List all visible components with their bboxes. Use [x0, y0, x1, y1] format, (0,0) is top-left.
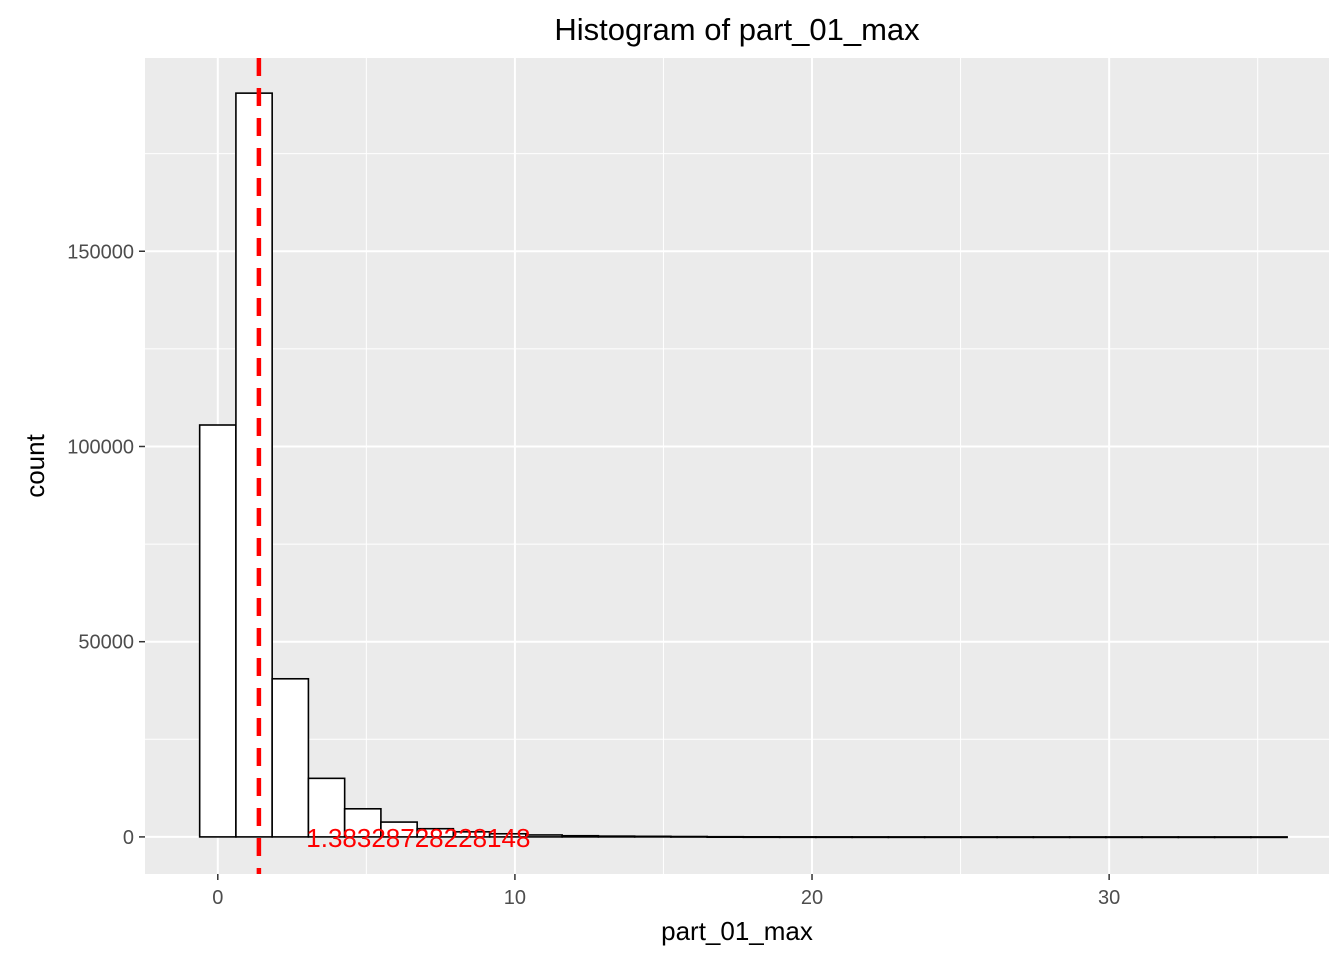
x-axis-title: part_01_max [661, 916, 813, 946]
histogram-bar [1177, 836, 1216, 839]
histogram-bars [198, 92, 1288, 839]
x-tick-label: 20 [801, 887, 823, 909]
histogram-bar [670, 835, 708, 838]
histogram-bar [597, 835, 636, 838]
histogram-bar [778, 836, 817, 839]
x-tick-label: 30 [1098, 887, 1120, 909]
annotation-layer: 1.38328728228148 [306, 823, 530, 853]
histogram-bar [742, 835, 781, 839]
histogram-bar [887, 836, 926, 839]
y-tick-label: 100000 [67, 436, 134, 458]
y-tick-label: 0 [123, 827, 134, 849]
histogram-bar [1250, 836, 1288, 839]
histogram-bar [1141, 836, 1180, 839]
histogram-bar [525, 834, 563, 838]
y-tick-label: 150000 [67, 241, 134, 263]
histogram-bar [307, 777, 346, 838]
histogram-bar [561, 834, 600, 838]
histogram-bar [235, 92, 273, 838]
histogram-bar [706, 835, 745, 839]
histogram-bar [815, 836, 853, 839]
plot-panel [145, 58, 1329, 874]
y-tick-label: 50000 [78, 632, 134, 654]
histogram-bar [633, 835, 672, 838]
y-axis-ticks: 0 50000 100000 150000 [67, 241, 145, 849]
histogram-bar [996, 836, 1035, 839]
x-tick-label: 10 [504, 887, 526, 909]
histogram-bar [960, 836, 998, 839]
histogram-bar [923, 836, 962, 839]
histogram-bar [198, 424, 237, 838]
histogram-bar [1068, 836, 1107, 839]
histogram-bar [1213, 836, 1252, 839]
histogram-bar [1032, 836, 1071, 839]
histogram-bar [1105, 836, 1143, 839]
histogram-bar [851, 836, 890, 839]
x-tick-label: 0 [212, 887, 223, 909]
histogram-bar [271, 677, 310, 838]
minor-gridlines [145, 58, 1329, 874]
mean-annotation: 1.38328728228148 [306, 823, 530, 853]
histogram-bar [343, 807, 382, 838]
x-axis-ticks: 0 10 20 30 [212, 874, 1120, 909]
y-axis-title: count [20, 433, 50, 497]
chart-title: Histogram of part_01_max [554, 12, 920, 47]
